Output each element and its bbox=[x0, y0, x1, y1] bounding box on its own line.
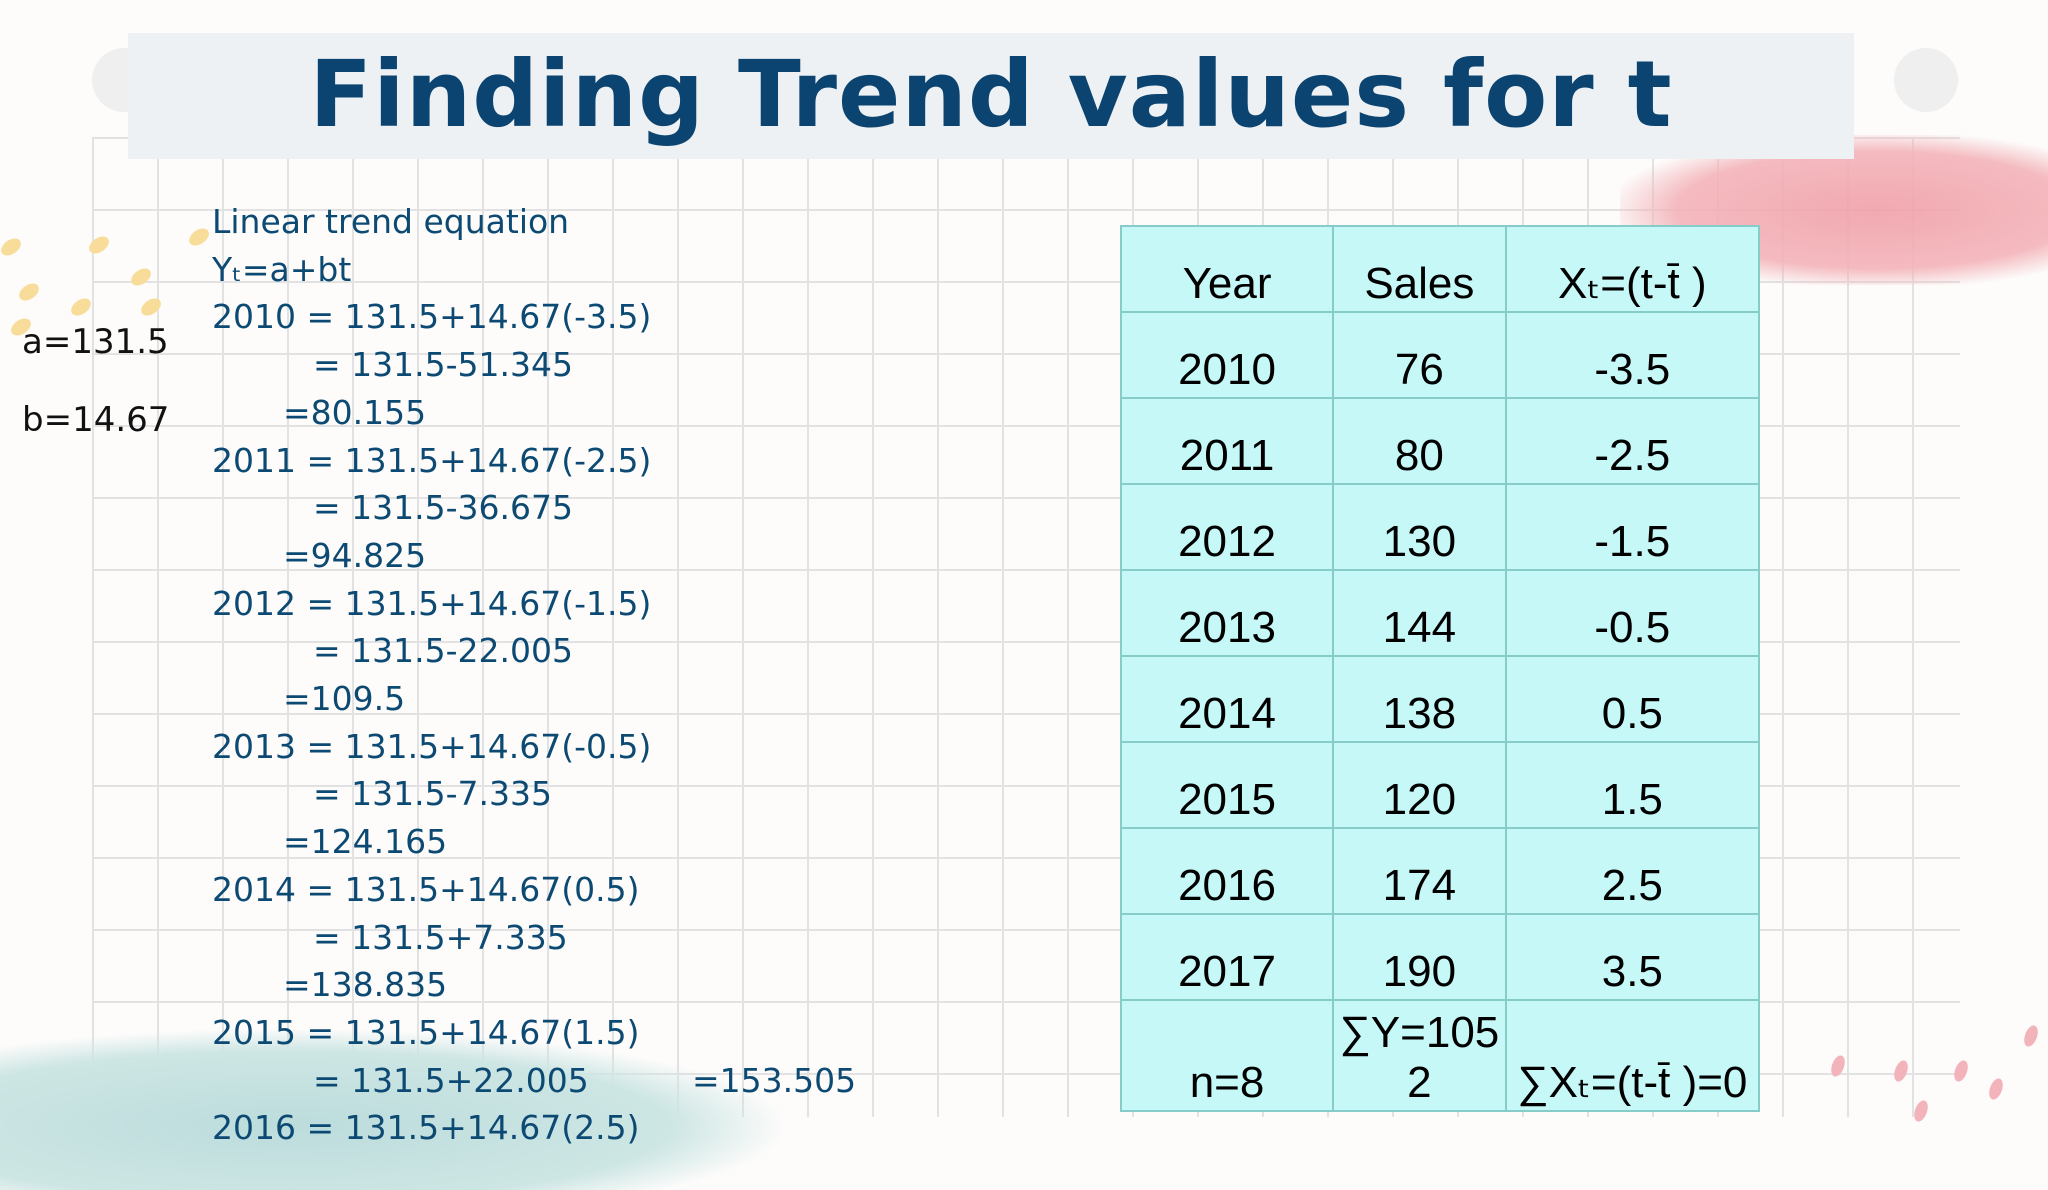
table-row-cell: 120 bbox=[1332, 741, 1507, 829]
equation-line: =124.165 bbox=[283, 822, 448, 862]
equation-line: 2012 = 131.5+14.67(-1.5) bbox=[212, 583, 652, 623]
yellow-dot-decoration bbox=[0, 234, 25, 260]
table-row: 2012 130 -1.5 bbox=[1119, 483, 1761, 571]
table-row-cell: 3.5 bbox=[1504, 913, 1761, 1001]
table-row-cell: 130 bbox=[1332, 483, 1507, 571]
table-header-cell: Year bbox=[1119, 225, 1335, 313]
table-row-cell: -0.5 bbox=[1504, 569, 1761, 657]
table-row-cell: 174 bbox=[1332, 827, 1507, 915]
table-row-cell: 2011 bbox=[1119, 397, 1335, 485]
table-row: 2013 144 -0.5 bbox=[1119, 569, 1761, 657]
equation-line: =80.155 bbox=[283, 392, 427, 432]
table-row: 2016 174 2.5 bbox=[1119, 827, 1761, 915]
equation-line: = 131.5-7.335 bbox=[313, 774, 552, 814]
floating-result: =153.505 bbox=[692, 1061, 857, 1100]
equation-line: =109.5 bbox=[283, 679, 406, 718]
title-bar: Finding Trend values for t bbox=[128, 33, 1854, 159]
equation-line: 2010 = 131.5+14.67(-3.5) bbox=[212, 297, 652, 337]
pink-dot-decoration bbox=[1986, 1076, 2006, 1102]
equation-line: Yₜ=a+bt bbox=[212, 249, 352, 289]
equation-line: = 131.5-22.005 bbox=[313, 631, 573, 671]
table-row-cell: 2015 bbox=[1119, 741, 1335, 829]
equation-line: =94.825 bbox=[283, 535, 427, 575]
equation-line: =138.835 bbox=[283, 965, 448, 1005]
constant-a: a=131.5 bbox=[22, 322, 169, 362]
circle-decoration bbox=[1894, 48, 1958, 112]
equation-heading: Linear trend equation bbox=[212, 202, 570, 241]
equation-line: 2014 = 131.5+14.67(0.5) bbox=[212, 869, 640, 909]
constant-b: b=14.67 bbox=[22, 400, 170, 440]
yellow-dot-decoration bbox=[15, 279, 43, 305]
table-row-cell: 138 bbox=[1332, 655, 1507, 743]
yellow-dot-decoration bbox=[67, 294, 95, 320]
table-row: 2017 190 3.5 bbox=[1119, 913, 1761, 1001]
table-row-cell: 2.5 bbox=[1504, 827, 1761, 915]
equation-line: 2013 = 131.5+14.67(-0.5) bbox=[212, 726, 652, 766]
table-row-cell: 2014 bbox=[1119, 655, 1335, 743]
table-row-cell: -1.5 bbox=[1504, 483, 1761, 571]
table-header-cell: Sales bbox=[1332, 225, 1507, 313]
table-row: 2015 120 1.5 bbox=[1119, 741, 1761, 829]
table-row-cell: 2013 bbox=[1119, 569, 1335, 657]
table-row-cell: 76 bbox=[1332, 311, 1507, 399]
equation-line: = 131.5-36.675 bbox=[313, 488, 573, 528]
table-footer-cell: ∑Y=1052 bbox=[1332, 999, 1507, 1112]
table-row-cell: 0.5 bbox=[1504, 655, 1761, 743]
table-row-cell: 80 bbox=[1332, 397, 1507, 485]
table-row-cell: 2012 bbox=[1119, 483, 1335, 571]
equation-line: = 131.5+22.005 bbox=[313, 1060, 589, 1100]
table-row-cell: 2010 bbox=[1119, 311, 1335, 399]
pink-dot-decoration bbox=[2021, 1023, 2041, 1049]
table-footer-cell: n=8 bbox=[1119, 999, 1335, 1112]
equation-line: 2015 = 131.5+14.67(1.5) bbox=[212, 1012, 640, 1052]
equation-line: = 131.5-51.345 bbox=[313, 345, 573, 385]
table-row-cell: 2017 bbox=[1119, 913, 1335, 1001]
table-row-cell: 2016 bbox=[1119, 827, 1335, 915]
table-row-cell: -3.5 bbox=[1504, 311, 1761, 399]
equation-line: = 131.5+7.335 bbox=[313, 917, 568, 957]
table-row-cell: 190 bbox=[1332, 913, 1507, 1001]
table-row-cell: 144 bbox=[1332, 569, 1507, 657]
table-header-cell: Xₜ=(t-t̄ ) bbox=[1504, 225, 1761, 313]
table-row: 2011 80 -2.5 bbox=[1119, 397, 1761, 485]
table-row-cell: 1.5 bbox=[1504, 741, 1761, 829]
table-footer-cell: ∑Xₜ=(t-t̄ )=0 bbox=[1504, 999, 1761, 1112]
table-row-cell: -2.5 bbox=[1504, 397, 1761, 485]
table-row: 2010 76 -3.5 bbox=[1119, 311, 1761, 399]
table-footer: n=8 ∑Y=1052 ∑Xₜ=(t-t̄ )=0 bbox=[1119, 999, 1761, 1112]
equation-line: 2011 = 131.5+14.67(-2.5) bbox=[212, 440, 652, 480]
page-title: Finding Trend values for t bbox=[309, 41, 1673, 148]
trend-table: Year Sales Xₜ=(t-t̄ ) 2010 76 -3.5 2011 80 -2.5 2… bbox=[1119, 225, 1761, 1112]
table-row: 2014 138 0.5 bbox=[1119, 655, 1761, 743]
table-header: Year Sales Xₜ=(t-t̄ ) bbox=[1119, 225, 1761, 313]
equation-line: 2016 = 131.5+14.67(2.5) bbox=[212, 1108, 640, 1148]
